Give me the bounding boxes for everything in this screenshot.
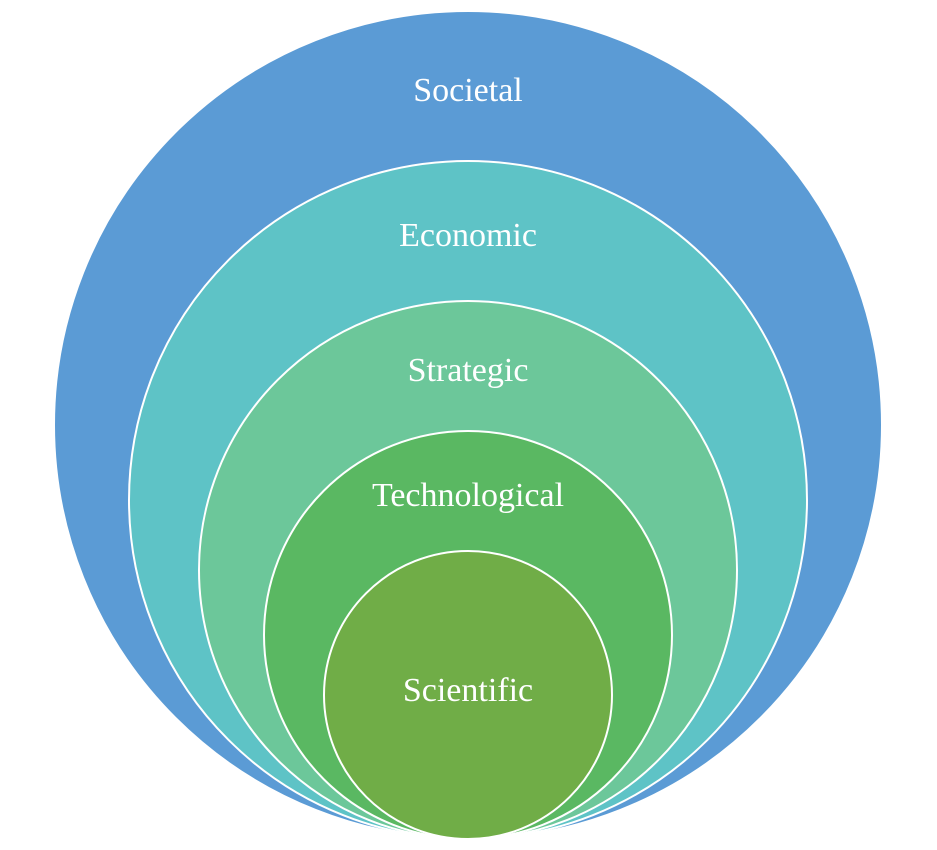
circle-label-societal: Societal <box>413 72 523 110</box>
circle-scientific: Scientific <box>323 550 613 840</box>
nested-circle-diagram: Societal Economic Strategic Technologica… <box>0 0 937 850</box>
circle-label-technological: Technological <box>372 477 564 515</box>
circle-label-economic: Economic <box>399 217 537 255</box>
circle-label-scientific: Scientific <box>403 672 533 710</box>
circle-label-strategic: Strategic <box>408 352 529 390</box>
